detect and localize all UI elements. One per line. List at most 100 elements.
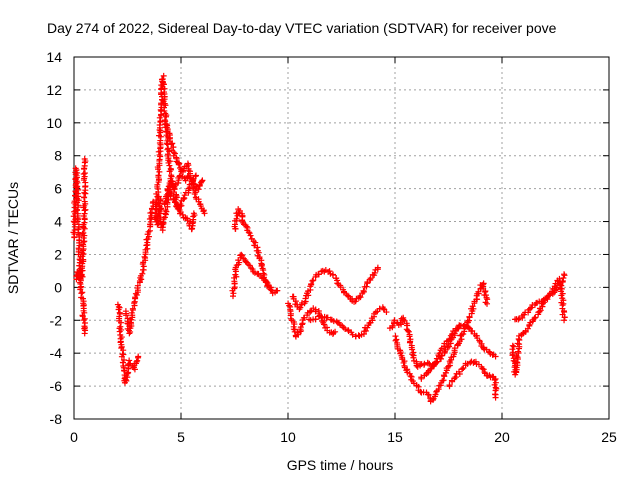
data-point xyxy=(425,391,432,398)
data-point xyxy=(309,277,316,284)
data-point xyxy=(255,249,262,256)
data-point xyxy=(168,180,175,187)
data-point xyxy=(230,290,237,297)
data-point xyxy=(418,374,425,381)
data-point xyxy=(135,353,142,360)
data-point xyxy=(294,329,301,336)
data-point xyxy=(233,215,240,222)
data-point xyxy=(117,319,124,326)
data-point xyxy=(175,161,182,168)
data-point xyxy=(131,300,138,307)
data-point xyxy=(367,275,374,282)
data-point xyxy=(171,186,178,193)
data-point xyxy=(264,281,271,288)
data-point xyxy=(561,314,568,321)
data-point xyxy=(553,284,560,291)
x-tick-label: 0 xyxy=(70,429,78,445)
data-point xyxy=(148,212,155,219)
x-axis-label: GPS time / hours xyxy=(287,457,394,473)
data-point xyxy=(524,325,531,332)
data-point xyxy=(481,288,488,295)
data-point xyxy=(185,185,192,192)
data-point xyxy=(344,292,351,299)
data-point xyxy=(198,178,205,185)
data-point xyxy=(166,168,173,175)
data-point xyxy=(297,304,304,311)
data-point xyxy=(349,331,356,338)
data-point xyxy=(169,140,176,147)
data-point xyxy=(558,292,565,299)
data-point xyxy=(78,283,85,290)
gridlines xyxy=(74,57,609,419)
data-point xyxy=(452,374,459,381)
data-point xyxy=(479,365,486,372)
data-point xyxy=(480,366,487,373)
data-point xyxy=(247,232,254,239)
data-point xyxy=(484,300,491,307)
data-point xyxy=(166,162,173,169)
data-point xyxy=(492,394,499,401)
data-point xyxy=(81,170,88,177)
data-point xyxy=(459,365,466,372)
data-point xyxy=(297,324,304,331)
data-points xyxy=(70,72,568,405)
data-point xyxy=(291,321,298,328)
data-point xyxy=(292,298,299,305)
data-point xyxy=(514,340,521,347)
data-point xyxy=(232,271,239,278)
y-tick-label: -8 xyxy=(50,411,63,427)
data-point xyxy=(329,272,336,279)
data-point xyxy=(156,168,163,175)
data-point xyxy=(514,354,521,361)
data-point xyxy=(79,289,86,296)
data-point xyxy=(560,300,567,307)
data-point xyxy=(191,190,198,197)
data-point xyxy=(184,217,191,224)
data-point xyxy=(561,317,568,324)
data-point xyxy=(407,373,414,380)
data-point xyxy=(267,284,274,291)
data-point xyxy=(80,170,87,177)
data-point xyxy=(74,207,81,214)
data-point xyxy=(400,359,407,366)
x-tick-labels: 0 5 10 15 20 25 xyxy=(70,429,617,445)
data-point xyxy=(409,351,416,358)
data-point xyxy=(197,203,204,210)
data-point xyxy=(371,269,378,276)
data-point xyxy=(81,330,88,337)
data-point xyxy=(75,271,82,278)
data-point xyxy=(454,341,461,348)
data-point xyxy=(177,201,184,208)
data-point xyxy=(147,218,154,225)
data-point xyxy=(308,280,315,287)
data-point xyxy=(307,308,314,315)
data-point xyxy=(464,360,471,367)
y-tick-label: 6 xyxy=(54,181,62,197)
data-point xyxy=(360,287,367,294)
data-point xyxy=(510,357,517,364)
data-point xyxy=(81,156,88,163)
data-point xyxy=(123,312,130,319)
data-point xyxy=(393,336,400,343)
data-point xyxy=(162,207,169,214)
data-point xyxy=(451,345,458,352)
data-point xyxy=(129,305,136,312)
data-point xyxy=(73,167,80,174)
data-point xyxy=(429,397,436,404)
y-tick-label: 8 xyxy=(54,148,62,164)
y-tick-label: 12 xyxy=(46,82,62,98)
data-point xyxy=(134,282,141,289)
data-point xyxy=(315,271,322,278)
data-point xyxy=(262,278,269,285)
data-point xyxy=(201,210,208,217)
data-point xyxy=(156,210,163,217)
data-point xyxy=(115,306,122,313)
data-point xyxy=(165,159,172,166)
data-point xyxy=(160,72,167,79)
data-point xyxy=(190,213,197,220)
data-point xyxy=(469,303,476,310)
data-point xyxy=(274,287,281,294)
data-point xyxy=(440,377,447,384)
data-point xyxy=(254,244,261,251)
x-tick-label: 15 xyxy=(387,429,403,445)
